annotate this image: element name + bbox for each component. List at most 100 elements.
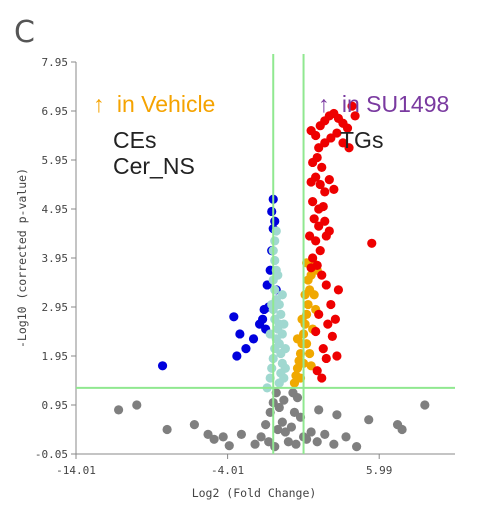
data-point (318, 344, 328, 354)
data-point (308, 197, 318, 207)
data-point (291, 439, 301, 449)
data-point (309, 214, 319, 224)
data-point (276, 309, 286, 319)
x-axis-title: Log2 (Fold Change) (192, 486, 317, 500)
data-point (308, 253, 318, 263)
data-point (321, 353, 331, 364)
data-point (344, 143, 354, 153)
lipid-label-cer-ns: Cer_NS (113, 153, 195, 179)
data-point (256, 432, 266, 442)
data-point (329, 439, 339, 449)
data-point (157, 361, 168, 371)
data-point (277, 329, 287, 339)
data-point (288, 388, 298, 398)
data-point (303, 275, 313, 285)
data-point (267, 299, 277, 310)
data-point (324, 175, 334, 185)
up-arrow-su1498: ↑ (318, 91, 330, 117)
data-point (274, 402, 284, 413)
annotation-su1498-text: in SU1498 (342, 91, 449, 117)
y-tick-label: 5.95 (42, 154, 69, 167)
data-point (264, 437, 274, 447)
data-point (315, 246, 325, 256)
data-point (277, 417, 287, 427)
x-tick-label: 5.99 (366, 464, 393, 477)
data-point (305, 348, 315, 359)
data-point (267, 206, 277, 217)
data-point (330, 314, 340, 324)
data-point (273, 270, 283, 280)
y-tick-label: 1.95 (42, 350, 69, 363)
data-point (320, 216, 330, 226)
data-point (279, 373, 289, 383)
data-point (229, 312, 239, 322)
lipid-label-ces: CEs (113, 127, 156, 153)
data-point (321, 231, 331, 241)
data-point (270, 216, 280, 226)
data-point (273, 424, 283, 435)
data-point (283, 437, 293, 447)
x-tick-label: -4.01 (211, 464, 244, 477)
data-point (311, 172, 321, 182)
data-point (326, 299, 336, 310)
data-point (347, 101, 357, 111)
data-point (267, 363, 277, 373)
data-point (162, 424, 172, 435)
y-tick-label: 0.95 (42, 399, 69, 412)
data-point (321, 280, 331, 290)
data-point (113, 405, 124, 415)
lipid-label-tgs: TGs (340, 127, 383, 153)
data-point (248, 334, 259, 344)
data-point (306, 427, 316, 437)
data-point (277, 290, 287, 300)
data-point (224, 441, 234, 451)
y-tick-label: 2.95 (42, 301, 69, 314)
data-point (312, 152, 322, 163)
y-tick-label: 4.95 (42, 203, 69, 216)
data-point (318, 201, 328, 212)
data-point (327, 331, 337, 341)
data-point (317, 373, 327, 383)
data-point (323, 319, 333, 329)
data-point (352, 442, 362, 452)
data-point (132, 400, 142, 410)
data-point (314, 309, 324, 319)
annotation-su1498: ↑ in SU1498 (318, 91, 449, 117)
data-point (280, 363, 290, 373)
data-point (329, 184, 339, 194)
data-point (270, 285, 280, 295)
data-point (218, 432, 228, 442)
data-point (312, 437, 322, 447)
data-point (241, 344, 251, 354)
data-point (332, 128, 342, 138)
data-point (314, 405, 324, 415)
data-point (274, 319, 284, 329)
data-point (320, 187, 330, 197)
data-point (312, 366, 322, 376)
data-point (350, 111, 360, 121)
data-point (315, 179, 325, 190)
data-point (309, 290, 319, 300)
data-point (297, 314, 307, 324)
data-point (311, 130, 321, 141)
data-point (320, 429, 330, 439)
data-point (280, 344, 290, 354)
panel-label: C (14, 15, 35, 50)
data-point (341, 432, 351, 442)
data-point (332, 351, 342, 361)
y-tick-label: -0.05 (35, 448, 68, 461)
data-point (232, 351, 242, 361)
y-tick-label: 7.95 (42, 56, 69, 69)
x-tick-label: -14.01 (56, 464, 96, 477)
data-point (342, 123, 353, 133)
data-point (317, 270, 327, 280)
data-point (306, 263, 316, 273)
y-axis-title: -Log10 (corrected p-value) (15, 168, 29, 348)
data-point (397, 424, 407, 435)
data-point (364, 415, 374, 425)
data-point (300, 290, 310, 300)
up-arrow-vehicle: ↑ (93, 91, 105, 117)
data-point (258, 314, 268, 324)
data-point (189, 420, 199, 430)
